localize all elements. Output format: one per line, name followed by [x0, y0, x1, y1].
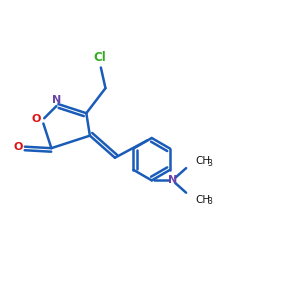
Text: CH: CH: [195, 156, 210, 166]
Text: N: N: [168, 175, 178, 184]
Text: CH: CH: [195, 195, 210, 205]
Text: N: N: [52, 95, 62, 105]
Text: 3: 3: [207, 197, 212, 206]
Text: O: O: [32, 114, 41, 124]
Text: 3: 3: [207, 158, 212, 167]
Text: O: O: [14, 142, 23, 152]
Text: Cl: Cl: [94, 51, 106, 64]
